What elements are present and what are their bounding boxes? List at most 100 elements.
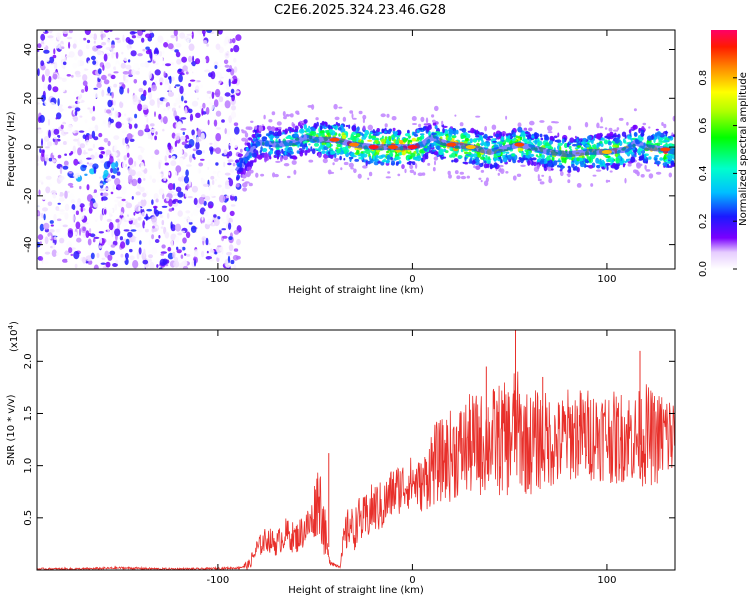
spectrogram-signal-cell (362, 117, 365, 124)
spectrogram-noise-speckle (181, 95, 184, 102)
spectrogram-noise-speckle (107, 73, 112, 77)
spectrogram-noise-speckle (41, 74, 45, 83)
spectrogram-noise-speckle (87, 107, 91, 110)
spectrogram-noise-speckle (107, 86, 111, 94)
spectrogram-noise-speckle (49, 102, 56, 110)
spectrogram-noise-speckle (146, 208, 153, 212)
spectrogram-signal-cell (459, 171, 464, 175)
spectrogram-noise-speckle (154, 239, 160, 243)
spectrogram-noise-speckle (228, 244, 234, 252)
spectrogram-noise-speckle (47, 35, 54, 39)
spectrogram-noise-speckle (217, 184, 222, 188)
snr-xtick-label: -100 (207, 575, 230, 586)
spectrogram-noise-speckle (229, 143, 233, 146)
spectrogram-signal-cell (278, 126, 282, 130)
spectrogram-noise-speckle (73, 158, 79, 166)
spectrogram-signal-cell (247, 137, 253, 141)
spectrogram-noise-speckle (87, 69, 91, 76)
spectrogram-noise-speckle (167, 91, 174, 97)
spectrogram-signal-cell (546, 155, 551, 161)
spectrogram-noise-speckle (92, 90, 99, 99)
spectrogram-noise-speckle (99, 188, 105, 191)
snr-axes: -100 0 100 0.5 1.0 1.5 2.0 (23, 330, 675, 586)
spectrogram-noise-speckle (221, 187, 225, 195)
spectrogram-noise-speckle (64, 212, 69, 220)
spectrogram-signal-cell (239, 148, 243, 153)
spectrogram-noise-speckle (208, 102, 213, 105)
spectrogram-noise-speckle (167, 246, 172, 252)
spectrogram-signal-cell (556, 160, 562, 163)
spectrogram-noise-speckle (111, 175, 116, 179)
spectrogram-panel: -100 0 100 -40 -20 0 20 40 Height of straight l… (6, 29, 676, 296)
spectrogram-signal-cell (327, 169, 332, 175)
spectrogram-signal-cell (459, 122, 464, 127)
spectrogram-signal-cell (482, 135, 488, 139)
spectrogram-noise-speckle (121, 130, 128, 134)
spectrogram-noise-speckle (169, 125, 172, 130)
spectrogram-noise-speckle (63, 160, 69, 166)
spectrogram-noise-speckle (216, 253, 222, 259)
spectrogram-signal-cell (528, 127, 533, 132)
spectrogram-signal-cell (483, 160, 488, 164)
spectrogram-signal-cell (416, 155, 422, 162)
spectrogram-noise-speckle (114, 203, 118, 211)
spectrogram-noise-speckle (111, 229, 114, 238)
spectrogram-noise-speckle (141, 172, 146, 179)
spectrogram-noise-speckle (93, 136, 99, 141)
spectrogram-noise-speckle (93, 166, 97, 174)
spectrogram-noise-speckle (57, 98, 60, 107)
spectrogram-noise-speckle (64, 190, 68, 199)
spectrogram-noise-speckle (59, 143, 65, 148)
spectrogram-signal-cell (547, 125, 553, 132)
spectrogram-noise-speckle (188, 55, 193, 63)
spectrogram-noise-speckle (183, 152, 188, 158)
spectrogram-noise-speckle (166, 196, 170, 202)
spectrogram-noise-speckle (217, 30, 223, 35)
spectrogram-noise-speckle (214, 81, 221, 91)
spectrogram-noise-speckle (56, 254, 61, 263)
spectrogram-noise-speckle (109, 250, 116, 256)
spectrogram-signal-cell (567, 179, 571, 184)
spectrogram-noise-speckle (70, 151, 74, 155)
snr-ytick-label: 1.5 (23, 406, 34, 422)
spectrogram-noise-speckle (37, 212, 40, 215)
spectrogram-noise-speckle (168, 172, 171, 176)
spectrogram-noise-speckle (103, 79, 110, 85)
spectrogram-noise-speckle (202, 192, 206, 195)
spectrogram-noise-speckle (84, 173, 88, 176)
spectrogram-noise-speckle (164, 232, 169, 239)
spectrogram-noise-speckle (70, 74, 74, 78)
spectrogram-signal-cell (386, 154, 391, 161)
snr-ylabel: SNR (10 * v/v) (6, 394, 17, 465)
spectrogram-noise-speckle (80, 205, 83, 214)
spectrogram-peak (514, 142, 525, 147)
spectrogram-noise-speckle (154, 62, 159, 65)
spectrogram-signal-cell (672, 154, 675, 160)
spectrogram-noise-speckle (52, 86, 59, 93)
spectrogram-noise-speckle (94, 212, 98, 220)
spectrogram-signal-cell (281, 148, 284, 154)
spectrogram-signal-cell (254, 125, 258, 130)
spectrogram-noise-speckle (141, 30, 146, 33)
spectrogram-noise-speckle (138, 206, 141, 212)
spectrogram-signal-cell (433, 150, 439, 156)
spectrogram-noise-speckle (46, 141, 53, 147)
spectrogram-noise-speckle (180, 117, 187, 120)
spectrogram-signal-cell (632, 124, 638, 130)
spectrogram-signal-cell (277, 130, 282, 136)
spectrogram-noise-speckle (65, 128, 69, 132)
spectrogram-noise-speckle (226, 213, 230, 222)
spectrogram-signal-cell (521, 151, 524, 157)
spectrogram-noise-speckle (230, 88, 235, 94)
spectrogram-noise-speckle (206, 43, 209, 47)
spectrogram-signal-cell (486, 142, 490, 147)
colorbar-tick-label: 0.0 (698, 261, 709, 277)
spectrogram-noise-speckle (163, 98, 168, 102)
spectrogram-signal-cell (534, 140, 538, 145)
spectrogram-noise-speckle (207, 119, 210, 126)
spectrogram-noise-speckle (110, 244, 116, 248)
spectrogram-noise-speckle (184, 253, 187, 256)
spectrogram-noise-speckle (224, 100, 231, 109)
spectrogram-signal-cell (244, 181, 250, 184)
spectrogram-signal-cell (292, 123, 296, 129)
